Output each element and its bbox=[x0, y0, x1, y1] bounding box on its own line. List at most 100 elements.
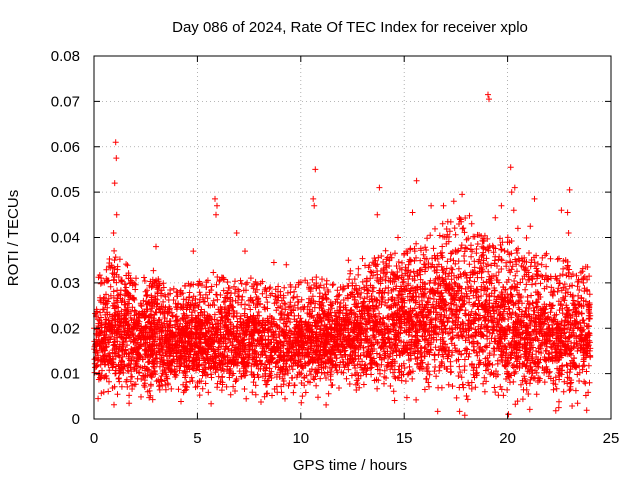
data-point bbox=[434, 408, 441, 415]
data-point bbox=[563, 311, 570, 318]
data-point bbox=[111, 383, 118, 390]
data-point bbox=[202, 380, 209, 387]
data-point bbox=[249, 389, 256, 396]
data-point bbox=[543, 263, 550, 270]
data-point bbox=[362, 321, 369, 328]
data-point bbox=[192, 384, 199, 391]
data-point bbox=[391, 397, 398, 404]
data-point bbox=[541, 369, 548, 376]
data-point bbox=[448, 368, 455, 375]
data-point bbox=[585, 389, 592, 396]
data-point bbox=[474, 352, 481, 359]
data-point bbox=[529, 281, 535, 288]
data-point bbox=[491, 384, 498, 391]
data-point bbox=[243, 287, 249, 294]
data-point bbox=[323, 401, 330, 408]
data-point bbox=[103, 344, 110, 351]
data-point bbox=[414, 272, 421, 279]
data-point bbox=[282, 395, 288, 402]
data-point bbox=[532, 280, 539, 287]
data-point bbox=[438, 289, 445, 296]
data-point bbox=[583, 368, 590, 375]
data-point bbox=[420, 251, 427, 258]
data-point bbox=[114, 391, 121, 398]
data-point bbox=[347, 270, 354, 277]
data-point bbox=[511, 278, 518, 284]
data-point bbox=[465, 379, 472, 386]
data-point bbox=[150, 267, 157, 274]
data-point bbox=[391, 373, 398, 380]
data-point bbox=[354, 304, 361, 311]
data-point bbox=[258, 399, 264, 405]
data-point bbox=[398, 324, 405, 331]
data-point bbox=[558, 318, 565, 325]
data-point bbox=[124, 383, 131, 390]
data-point bbox=[497, 235, 503, 242]
data-point bbox=[478, 293, 485, 299]
data-point bbox=[466, 261, 473, 268]
data-point bbox=[463, 393, 470, 399]
data-point bbox=[123, 261, 130, 268]
data-point bbox=[243, 395, 250, 402]
data-point bbox=[395, 259, 402, 265]
data-point bbox=[423, 376, 430, 382]
data-point bbox=[225, 345, 232, 352]
data-point bbox=[290, 295, 297, 301]
data-point bbox=[393, 263, 400, 269]
data-point bbox=[292, 284, 299, 291]
data-point bbox=[465, 235, 472, 242]
data-point bbox=[390, 388, 397, 395]
data-point bbox=[426, 371, 433, 378]
data-point bbox=[343, 375, 350, 382]
data-point bbox=[458, 242, 465, 249]
data-point bbox=[474, 241, 481, 247]
data-point bbox=[294, 293, 301, 300]
data-point bbox=[466, 382, 473, 389]
data-point bbox=[433, 373, 440, 380]
data-point bbox=[406, 357, 412, 364]
data-point bbox=[232, 388, 238, 394]
data-point bbox=[381, 380, 387, 387]
data-point bbox=[213, 281, 220, 288]
data-point bbox=[103, 291, 109, 298]
data-point bbox=[175, 386, 182, 393]
data-point bbox=[188, 374, 195, 381]
data-point bbox=[446, 228, 453, 235]
data-point bbox=[329, 382, 336, 388]
data-point bbox=[550, 288, 557, 295]
data-point bbox=[218, 367, 225, 374]
data-point bbox=[222, 309, 229, 316]
data-point bbox=[425, 260, 432, 267]
data-point bbox=[335, 292, 342, 299]
data-point bbox=[202, 364, 208, 371]
data-point bbox=[202, 291, 209, 298]
data-point bbox=[519, 396, 526, 403]
data-point bbox=[177, 320, 184, 327]
data-point bbox=[504, 386, 511, 393]
data-point bbox=[122, 281, 129, 288]
data-point bbox=[541, 379, 548, 386]
data-point bbox=[539, 254, 546, 261]
data-point bbox=[511, 370, 518, 377]
data-point bbox=[334, 287, 341, 294]
data-point bbox=[282, 306, 289, 313]
data-point bbox=[199, 385, 206, 392]
data-point bbox=[467, 288, 474, 295]
data-point bbox=[264, 390, 271, 397]
data-point bbox=[492, 214, 499, 221]
data-point bbox=[460, 225, 467, 232]
data-point bbox=[461, 356, 468, 363]
data-point bbox=[168, 385, 175, 392]
data-point bbox=[523, 386, 530, 393]
data-point bbox=[561, 297, 568, 304]
data-point bbox=[237, 321, 244, 328]
data-point bbox=[124, 262, 131, 269]
data-point bbox=[464, 396, 471, 403]
data-point bbox=[182, 374, 188, 381]
grid-lines bbox=[94, 56, 611, 419]
data-point bbox=[205, 389, 212, 396]
data-point bbox=[436, 232, 443, 239]
data-point bbox=[547, 309, 554, 316]
data-point bbox=[469, 333, 476, 340]
data-point bbox=[385, 312, 392, 319]
